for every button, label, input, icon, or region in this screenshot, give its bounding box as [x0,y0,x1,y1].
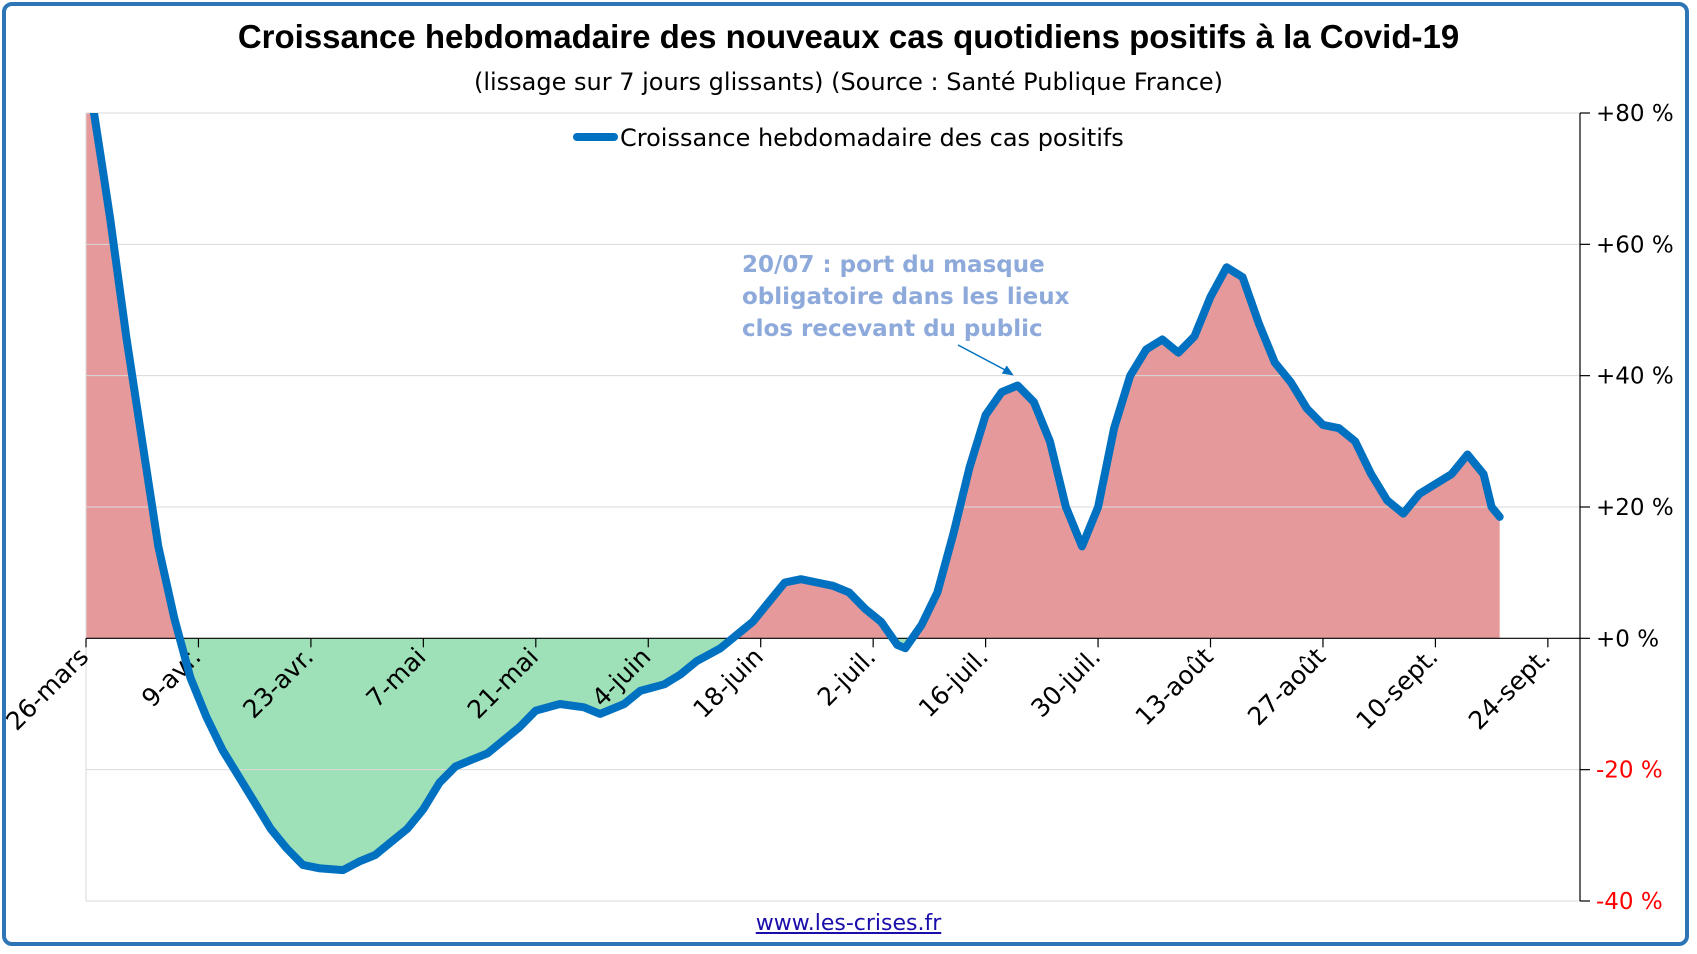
x-tick-label: 13-août [1130,642,1219,731]
area-fills [86,113,1500,871]
y-tick-label: -40 % [1596,889,1663,915]
x-tick-label: 26-mars [0,642,94,736]
x-tick-label: 30-juil. [1025,642,1106,723]
x-tick-label: 2-juil. [812,642,882,712]
series-group [89,113,1504,875]
x-tick-label: 27-août [1242,642,1331,731]
chart-title: Croissance hebdomadaire des nouveaux cas… [237,18,1460,55]
x-tick-label: 24-sept. [1463,642,1556,735]
annotation-text: 20/07 : port du masque [742,252,1045,278]
series-line [89,113,1504,875]
annotation-text: obligatoire dans les lieux [742,284,1070,310]
legend-label: Croissance hebdomadaire des cas positifs [620,124,1124,152]
footer-link[interactable]: www.les-crises.fr [755,911,942,936]
y-tick-label: +0 % [1596,626,1659,652]
y-tick-label: -20 % [1596,758,1663,784]
annotation-arrow [957,344,1013,375]
negative-area [179,638,913,871]
x-tick-label: 16-juil. [913,642,994,723]
legend: Croissance hebdomadaire des cas positifs [573,124,1124,152]
gridlines [85,112,1580,902]
annotation-group: 20/07 : port du masque obligatoire dans l… [742,252,1070,376]
annotation-arrowhead [1001,365,1014,376]
x-tick-label: 10-sept. [1350,642,1443,735]
chart-subtitle: (lissage sur 7 jours glissants) (Source … [473,68,1224,96]
annotation-text: clos recevant du public [742,316,1043,342]
y-tick-label: +20 % [1596,495,1674,521]
y-tick-label: +40 % [1596,364,1674,390]
y-tick-label: +80 % [1596,101,1674,127]
y-tick-label: +60 % [1596,232,1674,258]
